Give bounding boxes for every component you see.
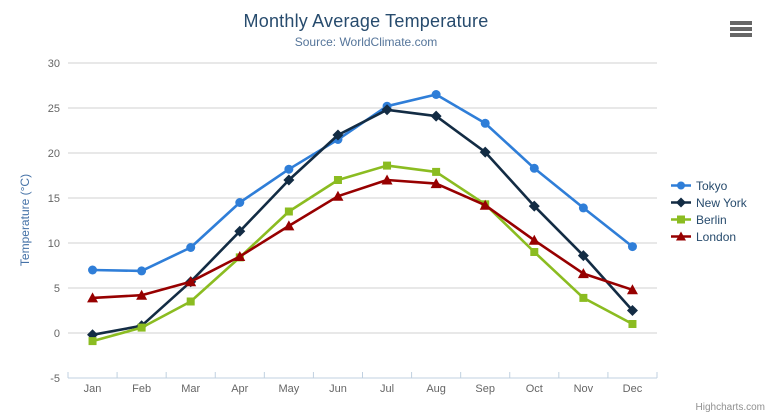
x-axis-tick-label: Jun [329, 383, 347, 395]
point-london-feb[interactable] [136, 289, 148, 300]
point-london-sep[interactable] [479, 199, 491, 210]
point-tokyo-mar[interactable] [186, 243, 196, 252]
x-axis-tick-label: Oct [526, 383, 543, 395]
point-tokyo-oct[interactable] [529, 163, 539, 173]
context-menu-button[interactable] [728, 19, 754, 39]
point-london-may[interactable] [283, 220, 295, 231]
point-berlin-jun[interactable] [333, 176, 342, 184]
point-berlin-dec[interactable] [628, 320, 637, 328]
y-axis-tick-label: 15 [48, 193, 60, 205]
chart-title: Monthly Average Temperature [243, 11, 489, 31]
point-berlin-oct[interactable] [530, 248, 539, 256]
chart-subtitle: Source: WorldClimate.com [294, 35, 438, 49]
y-axis-tick-label: 20 [48, 148, 60, 160]
point-new-york-dec[interactable] [626, 305, 638, 316]
legend-item-berlin[interactable]: Berlin [671, 211, 747, 228]
series-berlin [88, 161, 637, 346]
point-new-york-apr[interactable] [234, 225, 246, 237]
x-axis-tick-label: Sep [475, 383, 495, 395]
point-tokyo-sep[interactable] [480, 118, 490, 128]
y-axis-tick-label: 25 [48, 103, 60, 115]
point-berlin-aug[interactable] [432, 167, 441, 176]
hamburger-icon [730, 27, 752, 31]
point-london-jan[interactable] [87, 292, 99, 303]
point-berlin-feb[interactable] [137, 323, 146, 332]
point-new-york-sep[interactable] [479, 146, 491, 158]
legend-marker-triangle-icon [671, 231, 691, 241]
y-axis-tick-label: 0 [54, 328, 60, 340]
hamburger-icon [730, 33, 752, 37]
x-axis-tick-label: Nov [574, 383, 594, 395]
y-axis-tick-label: 10 [48, 238, 60, 250]
credits-link[interactable]: Highcharts.com [695, 402, 765, 413]
y-axis-tick-label: 30 [48, 58, 60, 70]
legend-item-label: Berlin [696, 212, 727, 227]
hamburger-icon [730, 21, 752, 25]
x-axis-tick-label: Jul [380, 383, 394, 395]
point-berlin-nov[interactable] [579, 293, 588, 302]
point-tokyo-jan[interactable] [88, 265, 98, 275]
point-new-york-nov[interactable] [577, 250, 589, 262]
series-london [87, 174, 638, 303]
point-new-york-oct[interactable] [528, 200, 540, 212]
point-new-york-jul[interactable] [381, 104, 393, 116]
point-tokyo-nov[interactable] [578, 203, 588, 213]
point-london-nov[interactable] [577, 268, 589, 279]
point-berlin-jan[interactable] [88, 337, 97, 346]
series-new-york-line[interactable] [91, 108, 634, 337]
legend-marker-square-icon [671, 215, 691, 224]
legend-item-label: New York [696, 195, 747, 210]
legend: Tokyo New York Berlin London [671, 177, 747, 245]
x-axis-tick-label: May [278, 383, 299, 395]
x-axis-tick-label: Apr [231, 383, 248, 395]
point-london-dec[interactable] [626, 284, 638, 295]
point-tokyo-aug[interactable] [431, 90, 441, 99]
point-tokyo-may[interactable] [284, 164, 294, 174]
y-axis-tick-label: 5 [54, 283, 60, 295]
point-new-york-may[interactable] [283, 174, 295, 186]
series-berlin-line[interactable] [91, 164, 634, 343]
series-london-line[interactable] [91, 178, 634, 300]
point-london-jul[interactable] [381, 174, 393, 185]
point-tokyo-dec[interactable] [627, 242, 637, 252]
legend-marker-diamond-icon [671, 197, 691, 208]
y-axis-title: Temperature (°C) [18, 173, 32, 267]
series-tokyo [88, 90, 637, 276]
legend-item-london[interactable]: London [671, 228, 747, 245]
legend-item-label: Tokyo [696, 178, 728, 193]
point-london-apr[interactable] [234, 251, 246, 261]
legend-item-label: London [696, 229, 737, 244]
series-new-york [87, 104, 638, 341]
x-axis-tick-label: Feb [132, 383, 151, 395]
x-axis-tick-label: Aug [426, 383, 446, 395]
point-tokyo-apr[interactable] [235, 198, 245, 207]
legend-marker-circle-icon [671, 181, 691, 190]
point-london-jun[interactable] [332, 190, 344, 201]
y-axis-tick-label: -5 [50, 373, 60, 385]
point-new-york-aug[interactable] [430, 110, 442, 122]
x-axis-tick-label: Mar [181, 383, 200, 395]
point-london-mar[interactable] [185, 276, 197, 287]
point-berlin-jul[interactable] [383, 161, 392, 170]
point-london-oct[interactable] [528, 234, 540, 245]
legend-item-new-york[interactable]: New York [671, 194, 747, 211]
point-new-york-jun[interactable] [332, 129, 344, 141]
point-berlin-may[interactable] [284, 207, 293, 216]
legend-item-tokyo[interactable]: Tokyo [671, 177, 747, 194]
x-axis-tick-label: Jan [84, 383, 102, 395]
point-london-aug[interactable] [430, 178, 442, 189]
x-axis-tick-label: Dec [623, 383, 643, 395]
point-tokyo-feb[interactable] [137, 266, 147, 276]
point-berlin-mar[interactable] [186, 297, 195, 306]
